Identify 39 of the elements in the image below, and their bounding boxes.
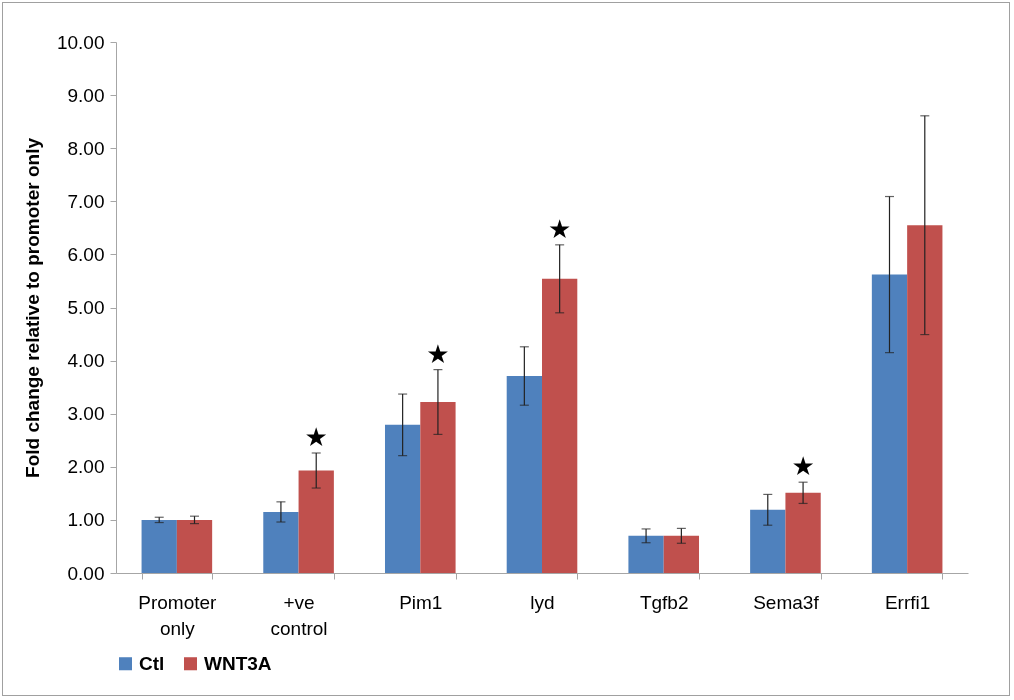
annotation: ★ — [547, 213, 572, 244]
x-tick-label: Sema3f — [753, 591, 820, 613]
y-tick-label: 5.00 — [67, 297, 105, 318]
bar — [506, 376, 542, 573]
y-tick-label: 7.00 — [67, 190, 105, 212]
y-tick-label: 6.00 — [67, 243, 105, 265]
bar — [750, 509, 786, 573]
y-tick-label: 10.00 — [56, 31, 105, 53]
y-tick-label: 4.00 — [67, 350, 105, 372]
x-tick-label: Errfi1 — [884, 591, 931, 613]
x-tick-label: +ve control — [270, 591, 328, 639]
bar — [263, 511, 299, 573]
bar — [420, 402, 456, 573]
bar — [628, 535, 664, 573]
annotation: ★ — [791, 451, 815, 482]
y-tick-label: 1.00 — [67, 509, 105, 531]
bar — [663, 535, 700, 573]
y-tick-label: 2.00 — [67, 456, 105, 478]
x-tick-label: Tgfb2 — [639, 591, 689, 613]
bar — [298, 470, 334, 573]
bar — [542, 278, 578, 573]
y-tick-label: 3.00 — [67, 403, 105, 425]
bar — [785, 492, 821, 573]
bar — [871, 274, 908, 573]
y-tick-label: 0.00 — [67, 562, 105, 584]
x-tick-label: Promoter only — [138, 591, 218, 639]
y-tick-label: 9.00 — [67, 84, 105, 106]
bar — [384, 424, 421, 573]
annotation: ★ — [304, 421, 328, 452]
bar — [141, 519, 177, 573]
annotation: ★ — [426, 338, 450, 369]
y-axis-title: Fold change relative to promoter only — [21, 137, 43, 478]
x-tick-label: Pim1 — [399, 591, 443, 613]
bar — [907, 225, 943, 573]
legend-label: Ctl — [139, 652, 165, 674]
y-tick-label: 8.00 — [67, 137, 105, 159]
x-tick-label: lyd — [530, 591, 555, 613]
legend-label: WNT3A — [204, 652, 272, 674]
bar — [176, 519, 213, 573]
